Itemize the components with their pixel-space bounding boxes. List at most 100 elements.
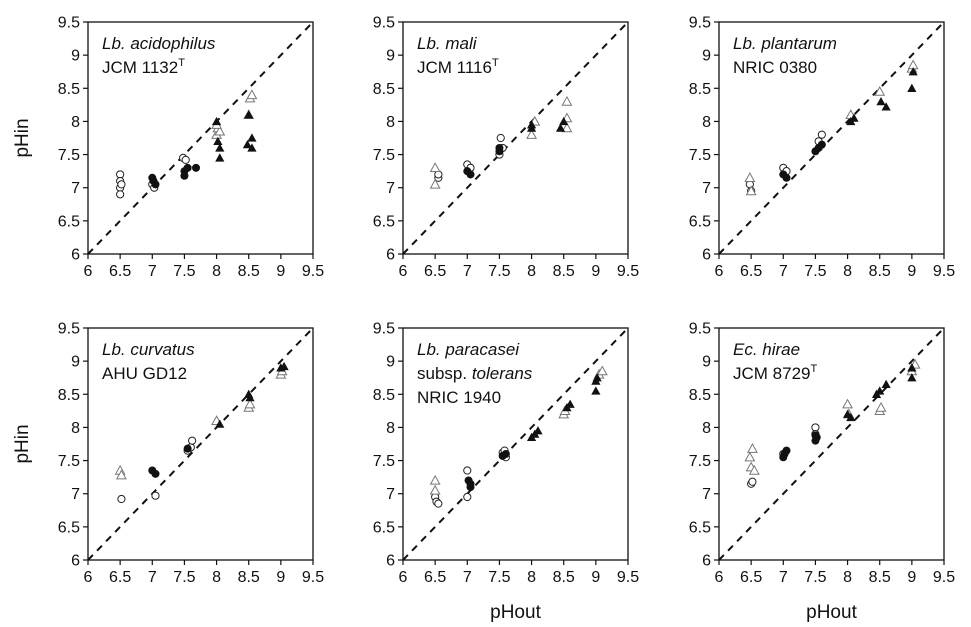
x-tick-label: 7.5 xyxy=(488,569,510,586)
chart-panel-4: 6 6.5 7 7.5 8 8.5 9 9.5 6 6.5 7 7.5 8 8.5 9 9.5 Lb. curv… xyxy=(58,321,324,587)
chart-panel-3: 6 6.5 7 7.5 8 8.5 9 9.5 6 6.5 7 7.5 8 8.5 9 9.5 Lb. plan… xyxy=(689,15,955,281)
y-tick-label: 9.5 xyxy=(373,321,395,338)
y-tick-label: 7 xyxy=(702,180,711,197)
x-tick-label: 8 xyxy=(527,569,536,586)
y-tick-label: 8.5 xyxy=(58,387,80,404)
data-point-open-triangle xyxy=(746,443,758,453)
strain-id: JCM 8729 xyxy=(733,364,810,383)
strain-id: JCM 1116 xyxy=(417,58,492,77)
chart-panel-6: 6 6.5 7 7.5 8 8.5 9 9.5 6 6.5 7 7.5 8 8.5 9 9.5 Ec. hira… xyxy=(689,321,955,587)
x-tick-label: 6 xyxy=(715,263,724,280)
data-point-filled-circle xyxy=(466,170,475,179)
y-tick-label: 6.5 xyxy=(58,519,80,536)
y-tick-label: 7 xyxy=(386,486,395,503)
data-point-filled-triangle xyxy=(876,96,886,106)
y-tick-label: 9.5 xyxy=(689,15,711,32)
identity-dashed-line xyxy=(718,327,945,561)
x-tick-label: 7 xyxy=(463,569,472,586)
y-tick-label: 9 xyxy=(71,48,80,65)
species-name: Lb. curvatus xyxy=(102,340,195,359)
x-tick-label: 8.5 xyxy=(238,569,260,586)
data-point-open-triangle xyxy=(745,185,757,196)
y-tick-label: 7 xyxy=(71,180,80,197)
data-point-filled-circle xyxy=(151,180,160,189)
type-strain-superscript: T xyxy=(178,57,185,69)
data-point-filled-triangle xyxy=(242,140,253,149)
type-strain-superscript: T xyxy=(492,57,499,69)
x-tick-label: 9.5 xyxy=(617,263,639,280)
data-point-filled-triangle xyxy=(533,426,543,435)
data-point-open-triangle xyxy=(744,172,756,182)
identity-dashed-line xyxy=(402,21,629,255)
y-tick-label: 8 xyxy=(386,114,395,131)
panel-strain-label: JCM 8729T xyxy=(733,363,817,383)
y-tick-label: 8.5 xyxy=(58,81,80,98)
panel-species-label: Lb. acidophilus xyxy=(102,34,216,53)
y-tick-label: 7 xyxy=(71,486,80,503)
data-point-filled-circle xyxy=(180,171,189,180)
data-point-open-circle xyxy=(748,477,757,486)
plot-frame xyxy=(718,327,945,561)
identity-dashed-line xyxy=(718,21,945,255)
plot-frame xyxy=(87,21,314,255)
chart-panel-2: 6 6.5 7 7.5 8 8.5 9 9.5 6 6.5 7 7.5 8 8.5 9 9.5 Lb. mali… xyxy=(373,15,639,281)
strain-id: AHU GD12 xyxy=(102,364,187,383)
data-point-filled-circle xyxy=(192,163,200,172)
data-point-open-triangle xyxy=(744,451,756,462)
y-tick-label: 7.5 xyxy=(373,453,395,470)
y-tick-label: 7.5 xyxy=(689,453,711,470)
data-point-filled-triangle xyxy=(881,102,891,111)
data-point-filled-circle xyxy=(811,431,820,440)
y-tick-label: 6.5 xyxy=(689,519,711,536)
panel-species-label: Lb. paracasei xyxy=(417,340,520,359)
data-point-open-triangle xyxy=(561,95,573,106)
data-point-open-triangle xyxy=(874,85,886,96)
y-tick-label: 9.5 xyxy=(58,15,80,32)
data-point-open-triangle xyxy=(246,89,258,100)
data-point-open-triangle xyxy=(244,398,256,409)
data-point-open-circle xyxy=(463,492,472,502)
x-tick-label: 6.5 xyxy=(109,569,131,586)
plot-frame xyxy=(87,327,314,561)
x-tick-label: 9.5 xyxy=(302,263,324,280)
subspecies-prefix: subsp. xyxy=(417,364,472,383)
strain-id: NRIC 1940 xyxy=(417,388,501,407)
panel-species-label: Ec. hirae xyxy=(733,340,800,359)
data-point-filled-triangle xyxy=(849,113,859,122)
x-tick-label: 8.5 xyxy=(553,569,575,586)
data-point-filled-triangle xyxy=(247,133,257,142)
x-tick-label: 8 xyxy=(212,263,221,280)
data-point-filled-triangle xyxy=(559,116,569,126)
y-tick-label: 7 xyxy=(386,180,395,197)
data-point-open-circle xyxy=(811,423,820,432)
x-tick-label: 8.5 xyxy=(238,263,260,280)
data-point-filled-triangle xyxy=(555,123,566,132)
data-point-open-triangle xyxy=(429,178,441,189)
data-point-filled-triangle xyxy=(591,386,601,395)
data-point-filled-circle xyxy=(782,446,791,455)
panel-species-label: Lb. mali xyxy=(417,34,478,53)
y-tick-label: 9.5 xyxy=(373,15,395,32)
y-tick-label: 8.5 xyxy=(689,387,711,404)
data-point-filled-triangle xyxy=(211,116,222,126)
data-point-filled-triangle xyxy=(215,419,225,428)
y-tick-label: 6.5 xyxy=(373,519,395,536)
x-tick-label: 7 xyxy=(148,569,157,586)
y-tick-label: 9.5 xyxy=(58,321,80,338)
species-name: Ec. hirae xyxy=(733,340,800,359)
x-tick-label: 6.5 xyxy=(424,263,446,280)
data-point-open-circle xyxy=(181,155,190,164)
panel-strain-label: NRIC 1940 xyxy=(417,388,501,407)
y-tick-label: 8.5 xyxy=(373,81,395,98)
y-tick-label: 9 xyxy=(386,48,395,65)
y-tick-label: 7 xyxy=(702,486,711,503)
x-tick-label: 8 xyxy=(527,263,536,280)
y-tick-label: 8 xyxy=(702,114,711,131)
data-point-filled-triangle xyxy=(526,120,537,129)
x-tick-label: 6.5 xyxy=(740,263,762,280)
data-point-open-circle xyxy=(434,499,443,508)
data-point-filled-triangle xyxy=(215,153,225,162)
y-tick-label: 7.5 xyxy=(689,147,711,164)
data-point-filled-triangle xyxy=(846,412,856,422)
strain-id: JCM 1132 xyxy=(102,58,178,77)
